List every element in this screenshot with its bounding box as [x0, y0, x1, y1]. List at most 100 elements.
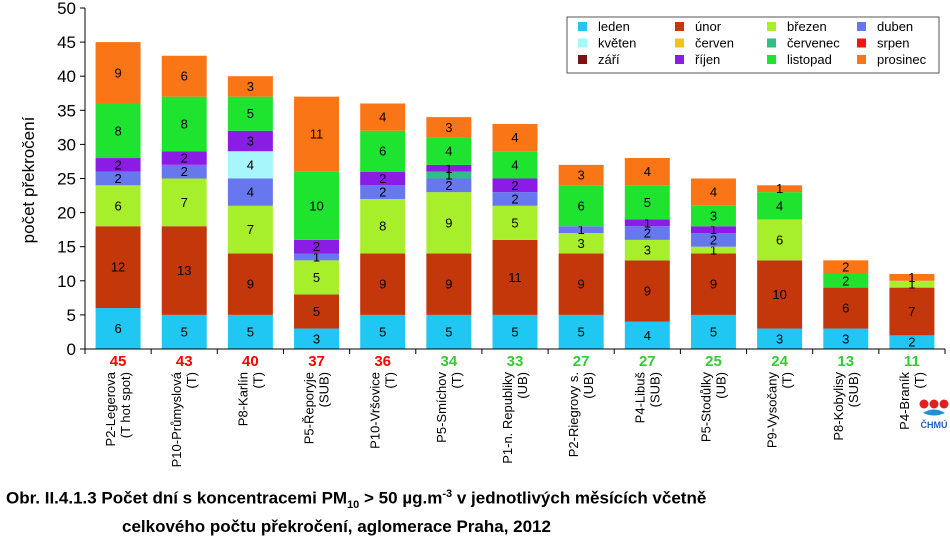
bar-segment [161, 164, 207, 179]
segment-value-label: 9 [379, 277, 386, 292]
bar-segment [95, 171, 141, 186]
segment-value-label: 6 [181, 69, 188, 84]
logo-dot-right [939, 399, 949, 409]
segment-value-label: 8 [114, 123, 121, 138]
bar-segment [757, 219, 803, 261]
bar-segment [95, 308, 141, 349]
figure-caption: Obr. II.4.1.3 Počet dní s koncentracemi … [6, 484, 706, 537]
bar-segment [95, 42, 141, 104]
segment-value-label: 2 [114, 171, 121, 186]
bar-segment [624, 260, 670, 322]
segment-value-label: 2 [644, 226, 651, 241]
logo-text: ČHMÚ [921, 419, 948, 430]
bar-segment [227, 130, 273, 152]
total-label: 34 [441, 353, 458, 370]
legend-swatch [675, 38, 684, 48]
segment-value-label: 2 [313, 239, 320, 254]
category-name: P9-Vysočany [765, 372, 780, 449]
category-label: P1-n. Republiky (UB) [500, 372, 530, 464]
bar-segment [492, 314, 538, 349]
bar-segment [757, 185, 803, 193]
segment-value-label: 1 [313, 249, 320, 264]
segment-value-label: 3 [578, 236, 585, 251]
bar-segment [558, 185, 604, 227]
total-label: 13 [837, 353, 854, 370]
segment-value-label: 6 [776, 232, 783, 247]
bar-segment [294, 239, 340, 254]
segment-value-label: 5 [511, 324, 518, 339]
category-name: P8-Kobylisy [831, 372, 846, 441]
category-name: P1-n. Republiky [500, 372, 515, 464]
total-label: 27 [573, 353, 590, 370]
legend-box [566, 16, 940, 74]
bar-segment [492, 178, 538, 193]
bar-segment [492, 239, 538, 315]
bar-segment [558, 314, 604, 349]
legend-swatch [578, 22, 587, 31]
segment-value-label: 2 [511, 178, 518, 193]
bar-segment [492, 151, 538, 179]
category-label: P5-Řeporyje (SUB) [302, 372, 332, 444]
bar-segment [823, 328, 869, 349]
legend-swatch [857, 55, 866, 64]
bar-segment [227, 96, 273, 131]
bar-segment [690, 178, 736, 206]
segment-value-label: 8 [181, 116, 188, 131]
bar-segment [823, 260, 869, 274]
segment-value-label: 2 [908, 335, 915, 350]
legend-label: prosinec [877, 52, 927, 67]
bar-segment [624, 158, 670, 186]
segment-value-label: 4 [644, 164, 651, 179]
category-name: P5-Smíchov [434, 372, 449, 443]
legend-label: červenec [787, 36, 840, 51]
segment-value-label: 3 [247, 79, 254, 94]
bar-segment [558, 253, 604, 315]
category-type: (T) [780, 372, 795, 389]
category-type: (UB) [581, 372, 596, 399]
segment-value-label: 2 [842, 273, 849, 288]
logo-dot-left [919, 399, 929, 409]
segment-value-label: 3 [445, 120, 452, 135]
bar-segment [426, 117, 472, 138]
bar-segment [294, 96, 340, 172]
bar-segment [161, 96, 207, 152]
segment-value-label: 4 [776, 198, 783, 213]
bar-segment [161, 178, 207, 227]
category-type: (T) [912, 372, 927, 389]
bar-segment [823, 273, 869, 288]
category-label: P10-Průmyslová (T) [169, 371, 199, 467]
bar-segment [227, 178, 273, 206]
segment-value-label: 6 [379, 144, 386, 159]
total-label: 36 [374, 353, 391, 370]
bar-segment [227, 205, 273, 254]
segment-value-label: 6 [578, 198, 585, 213]
y-tick-label: 20 [57, 204, 76, 223]
legend-label: listopad [787, 52, 832, 67]
logo-wave [923, 409, 945, 416]
category-label: P2-Legerova (T hot spot) [103, 371, 133, 446]
segment-value-label: 4 [379, 110, 386, 125]
bar-segment [294, 171, 340, 240]
segment-value-label: 9 [114, 65, 121, 80]
segment-value-label: 3 [578, 168, 585, 183]
caption-sub: 10 [347, 499, 360, 512]
segment-value-label: 2 [114, 157, 121, 172]
category-type: (SUB) [846, 372, 861, 407]
segment-value-label: 5 [181, 324, 188, 339]
legend-swatch [767, 22, 776, 31]
bar-segment [823, 287, 869, 329]
segment-value-label: 5 [379, 324, 386, 339]
bar-segment [426, 314, 472, 349]
segment-value-label: 1 [710, 243, 717, 258]
logo-dot-mid [929, 399, 939, 409]
category-name: P10-Průmyslová [169, 371, 184, 467]
y-tick-label: 40 [57, 67, 76, 86]
bar-segment [889, 287, 935, 336]
bar-segment [95, 185, 141, 227]
caption-suffix: v jednotlivých měsících včetně [452, 488, 707, 508]
total-label: 24 [771, 353, 788, 370]
legend-swatch [675, 22, 684, 31]
category-label: P4-Libuš (SUB) [632, 372, 662, 424]
category-type: (SUB) [317, 372, 332, 407]
total-label: 40 [242, 353, 259, 370]
